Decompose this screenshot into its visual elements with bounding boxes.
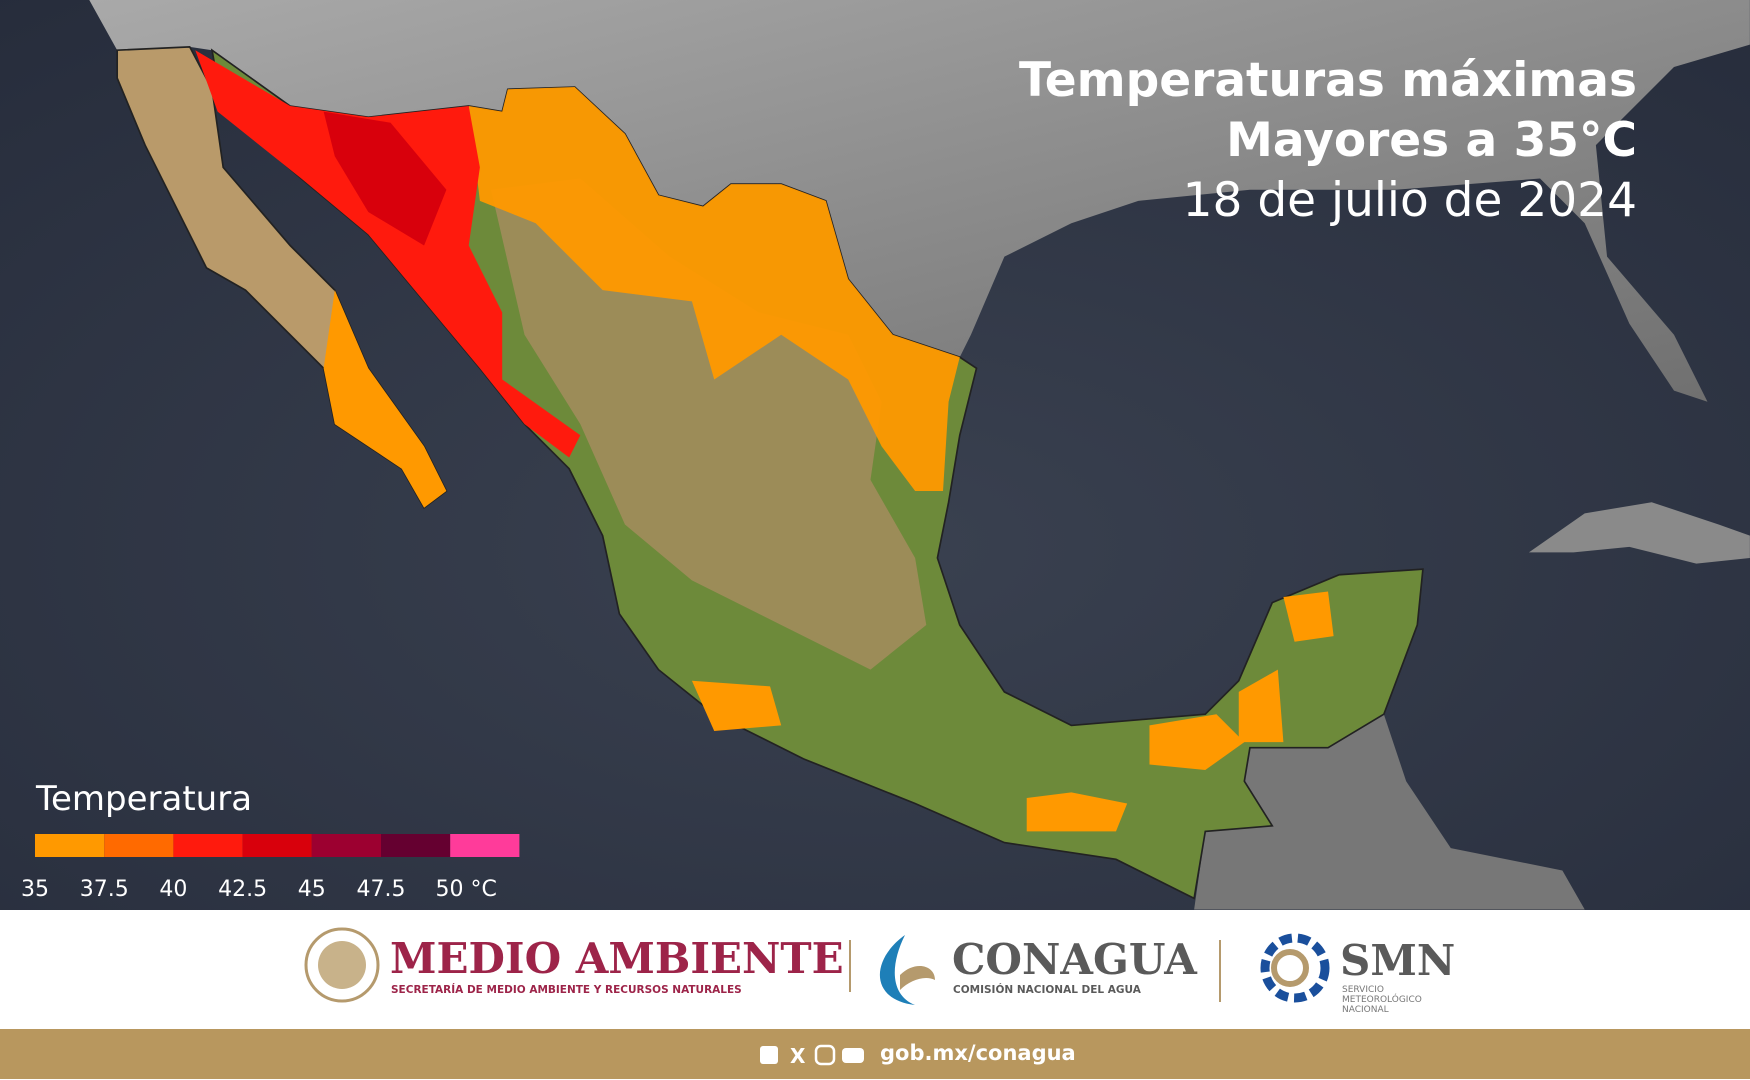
legend-swatch: [450, 834, 520, 857]
heat-35: [1026, 792, 1128, 832]
legend-tick-label: 40: [159, 877, 187, 902]
heat-35: [1149, 714, 1245, 771]
central-america: [1194, 714, 1585, 910]
social-icons: X: [760, 1044, 864, 1068]
heat-35: [691, 680, 782, 731]
legend-tick-label: 37.5: [80, 877, 129, 902]
logo-name: CONAGUA: [952, 935, 1198, 984]
legend-swatch: [311, 834, 381, 857]
cuba: [1528, 502, 1750, 564]
legend-swatch: [35, 834, 105, 857]
logo-name: SMN: [1340, 936, 1455, 985]
legend-tick-label: 45: [298, 877, 326, 902]
seal: [304, 927, 380, 1003]
legend-tick-label: 50 °C: [436, 877, 497, 902]
conagua-icon: [879, 935, 935, 1005]
legend-swatch: [104, 834, 174, 857]
plateau: [491, 178, 927, 670]
link[interactable]: gob.mx/conagua: [880, 1041, 1076, 1065]
svg-text:X: X: [790, 1044, 806, 1068]
smn-icon: [1260, 933, 1330, 1003]
legend-title: Temperatura: [35, 779, 252, 819]
map: [89, 0, 1750, 910]
logo-subtitle: COMISIÓN NACIONAL DEL AGUA: [953, 983, 1142, 996]
heat-40: [195, 50, 581, 458]
legend-swatch: [173, 834, 243, 857]
legend-swatch: [242, 834, 312, 857]
logo-subtitle: NACIONAL: [1342, 1005, 1389, 1015]
logo-subtitle: METEOROLÓGICO: [1342, 993, 1422, 1005]
footer: [0, 910, 1750, 1029]
heat-35: [1238, 669, 1284, 743]
heat-42: [323, 111, 447, 246]
title-line: Temperaturas máximas: [1019, 53, 1637, 108]
logo-subtitle: SECRETARÍA DE MEDIO AMBIENTE Y RECURSOS …: [391, 983, 742, 996]
heat-35: [1283, 591, 1334, 642]
legend: 35 37.5 40 42.5 45 47.5 50 °C: [21, 834, 520, 902]
legend-tick-label: 35: [21, 877, 49, 902]
logo-subtitle: SERVICIO: [1342, 985, 1384, 995]
link-bar: [0, 1029, 1750, 1079]
legend-tick-label: 47.5: [357, 877, 406, 902]
heat-35: [468, 87, 960, 492]
legend-tick-label: 42.5: [218, 877, 267, 902]
legend-swatch: [381, 834, 451, 857]
title-line: Mayores a 35°C: [1226, 113, 1637, 168]
heat-35: [323, 290, 447, 508]
logo-name: MEDIO AMBIENTE: [390, 934, 844, 983]
date: 18 de julio de 2024: [1183, 173, 1637, 228]
